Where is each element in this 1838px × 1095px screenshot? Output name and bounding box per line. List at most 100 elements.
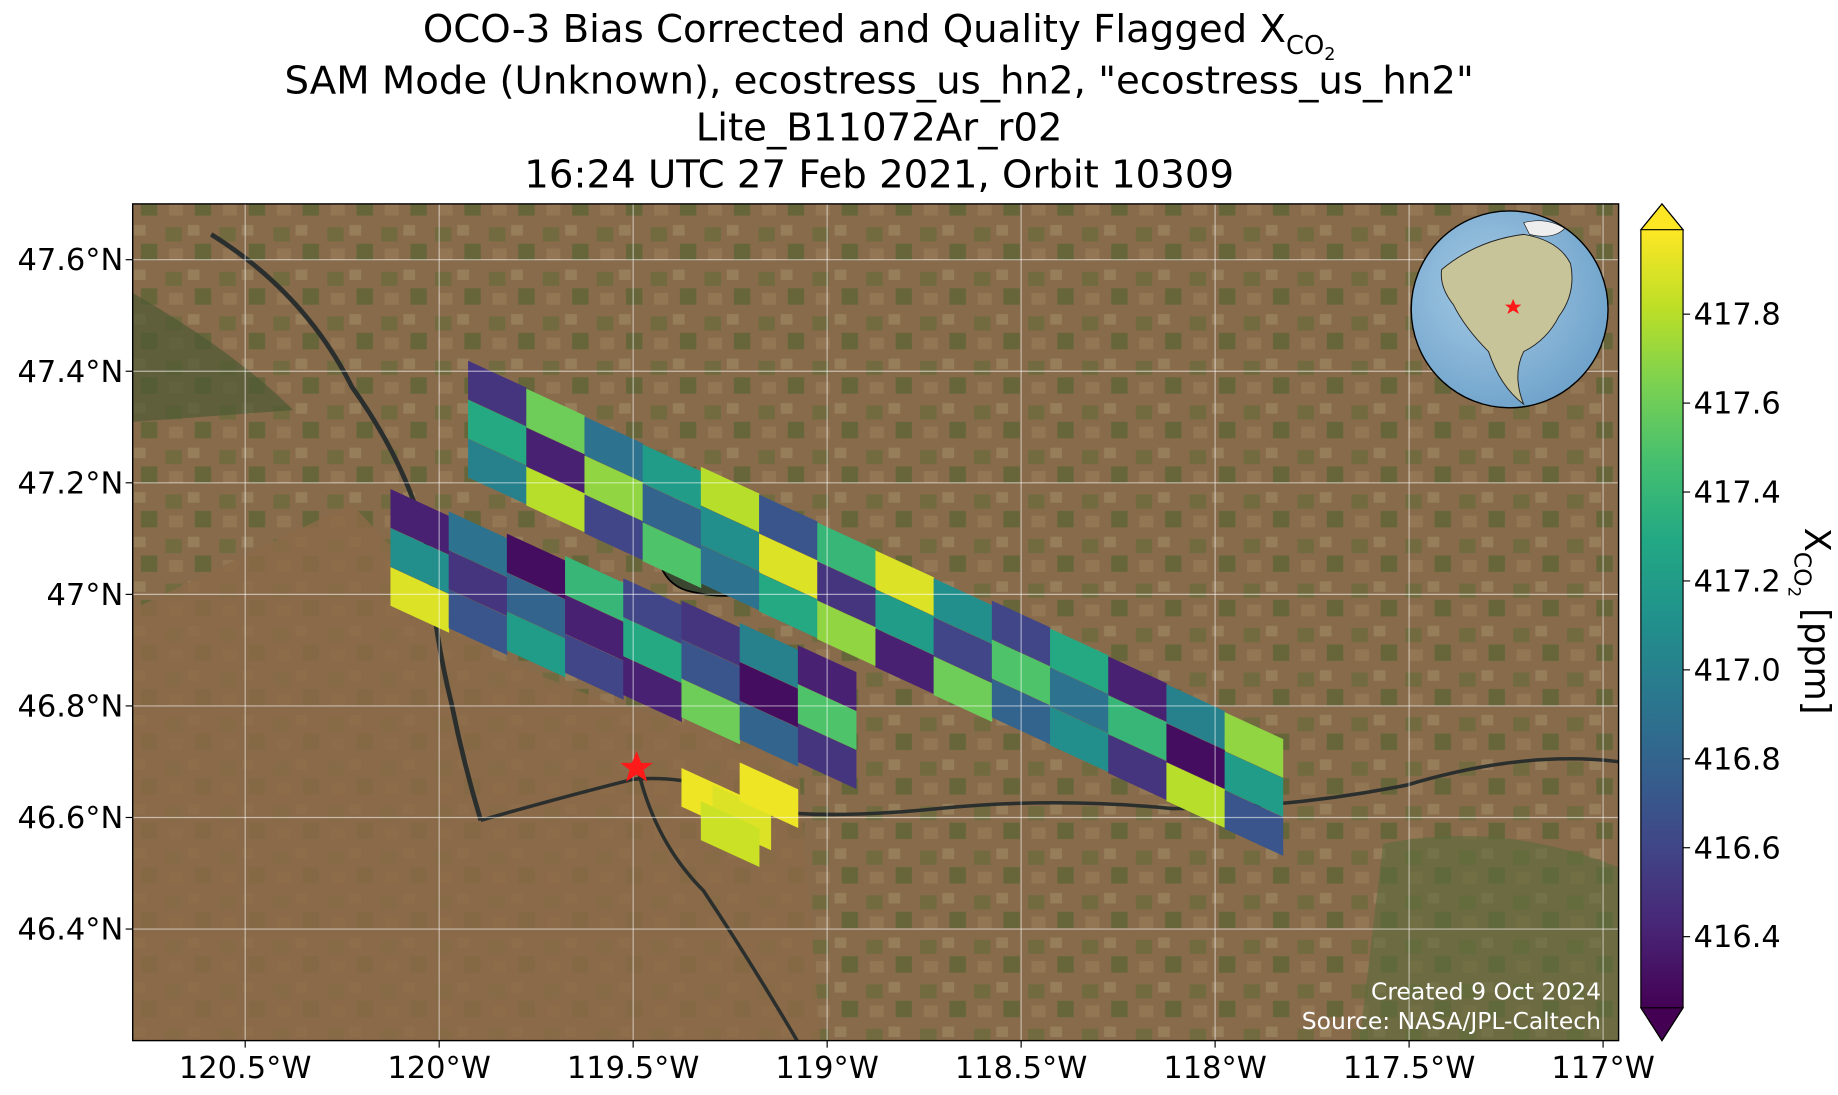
xco2-cell	[506, 611, 566, 678]
xco2-cell	[390, 489, 450, 555]
x-tick-label: 117°W	[1551, 1051, 1654, 1086]
xco2-cell	[584, 494, 644, 561]
xco2-cell	[448, 589, 508, 656]
title-line: OCO-3 Bias Corrected and Quality Flagged…	[423, 7, 1336, 65]
y-tick-label: 46.8°N	[17, 689, 123, 724]
xco2-cell	[468, 360, 527, 427]
xco2-cell	[1166, 723, 1226, 789]
xco2-cell	[584, 455, 644, 522]
xco2-cell	[1224, 790, 1284, 856]
xco2-cell	[739, 701, 799, 767]
xco2-cell	[584, 416, 644, 483]
map-frame	[131, 203, 1620, 1042]
x-tick-label: 120.5°W	[179, 1051, 312, 1086]
x-tick-label: 120°W	[387, 1051, 490, 1086]
grid	[132, 203, 1619, 1041]
title-line: 16:24 UTC 27 Feb 2021, Orbit 10309	[524, 152, 1234, 197]
title-sub: CO	[1286, 31, 1324, 61]
colorbar-tick-label: 417.0	[1694, 653, 1781, 688]
y-tick-label: 47.6°N	[17, 243, 123, 278]
xco2-cell	[526, 388, 585, 455]
xco2-cell	[875, 550, 935, 617]
xco2-cell	[739, 762, 799, 828]
cb-label-sub: CO	[1788, 552, 1816, 587]
xco2-cell	[1050, 667, 1109, 734]
xco2-cell	[506, 533, 566, 600]
xco2-cell	[933, 617, 993, 683]
xco2-cell	[1108, 695, 1167, 762]
xco2-cell	[759, 572, 818, 639]
xco2-cell	[506, 572, 566, 639]
xco2-cell	[759, 533, 818, 600]
title-subsub: 2	[1324, 45, 1335, 65]
y-tick-label: 47.2°N	[17, 466, 123, 501]
title-main: OCO-3 Bias Corrected and Quality Flagged…	[423, 7, 1286, 52]
globe-inset	[1410, 210, 1609, 409]
xco2-cell	[642, 444, 702, 511]
xco2-cell	[1224, 751, 1284, 817]
cb-label-unit: [ppm]	[1796, 597, 1837, 714]
xco2-cell	[390, 567, 450, 633]
xco2-cell	[759, 494, 818, 561]
x-tick-label: 119.5°W	[567, 1051, 700, 1086]
xco2-cell	[448, 511, 508, 577]
x-tick-label: 118.5°W	[955, 1051, 1088, 1086]
xco2-cell	[1224, 712, 1284, 778]
xco2-cell	[468, 399, 527, 466]
xco2-cell	[875, 628, 935, 695]
cb-label-subsub: 2	[1785, 587, 1804, 597]
colorbar-label: XCO2 [ppm]	[1785, 528, 1837, 715]
y-tick-label: 47°N	[47, 578, 124, 613]
annotation: Source: NASA/JPL-Caltech	[1302, 1007, 1601, 1035]
xco2-cell	[468, 438, 527, 505]
xco2-cell	[1050, 628, 1109, 695]
y-tick-label: 47.4°N	[17, 355, 123, 390]
xco2-cell	[817, 600, 876, 667]
xco2-cell	[390, 528, 450, 594]
colorbar-extend-top	[1639, 202, 1685, 231]
xco2-cell	[1050, 706, 1109, 773]
colorbar: 416.4 416.6 416.8 417.0 417.2 417.4 417.6 417.8	[1639, 202, 1781, 1042]
map-background	[132, 203, 1619, 1041]
title-line: Lite_B11072Ar_r02	[696, 106, 1063, 151]
xco2-cell	[1166, 684, 1226, 750]
x-tick-label: 118°W	[1163, 1051, 1266, 1086]
xco2-cell	[565, 595, 624, 661]
xco2-cell	[681, 639, 741, 706]
annotation: Created 9 Oct 2024	[1371, 978, 1601, 1006]
xco2-cell	[642, 522, 702, 589]
xco2-cell	[642, 483, 702, 550]
target-star	[620, 751, 653, 782]
colorbar-extend-bottom	[1639, 1007, 1685, 1042]
colorbar-tick-label: 417.8	[1694, 298, 1781, 333]
colorbar-outline	[1640, 202, 1684, 1042]
y-tick-label: 46.4°N	[17, 913, 123, 948]
xco2-cell	[565, 634, 624, 700]
xco2-cell	[448, 550, 508, 617]
xco2-cell	[681, 600, 741, 667]
x-tick-label: 117.5°W	[1343, 1051, 1476, 1086]
xco2-cell	[739, 622, 799, 689]
colorbar-tick-label: 417.4	[1694, 476, 1781, 511]
cb-label-main: X	[1796, 528, 1837, 552]
xco2-cell	[623, 617, 682, 683]
title-line: SAM Mode (Unknown), ecostress_us_hn2, "e…	[285, 59, 1474, 104]
colorbar-tick-label: 417.2	[1694, 564, 1781, 599]
xco2-cell	[1166, 762, 1226, 828]
colorbar-body	[1640, 229, 1684, 1008]
xco2-cell	[700, 505, 760, 572]
xco2-cell	[526, 427, 585, 494]
xco2-cell	[739, 661, 799, 728]
colorbar-tick-label: 417.6	[1694, 387, 1781, 422]
xco2-cell	[875, 589, 935, 656]
colorbar-tick-label: 416.6	[1694, 831, 1781, 866]
xco2-cell	[565, 555, 624, 622]
x-tick-label: 119°W	[775, 1051, 878, 1086]
xco2-cell	[681, 678, 741, 745]
xco2-cell	[817, 522, 876, 589]
y-tick-label: 46.6°N	[17, 801, 123, 836]
colorbar-tick-label: 416.4	[1694, 920, 1781, 955]
xco2-cell	[1108, 734, 1167, 801]
colorbar-tick-label: 416.8	[1694, 742, 1781, 777]
